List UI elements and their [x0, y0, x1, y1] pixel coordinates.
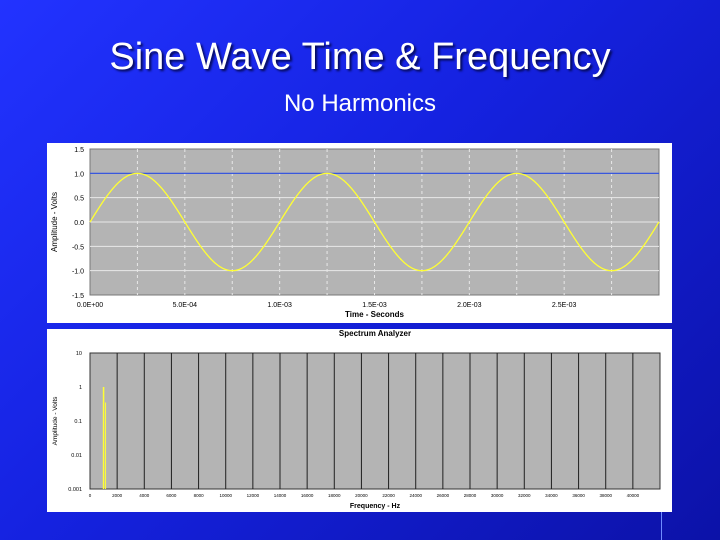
x-tick-label: 34000: [545, 493, 558, 498]
spectrum-analyzer-chart: Spectrum Analyzer 0 2000 4000 6000 8000 10000 1…: [52, 329, 661, 510]
y-tick-label: 0.1: [74, 419, 82, 425]
slide-subtitle: No Harmonics: [283, 90, 437, 117]
y-tick-label: 10: [76, 351, 82, 357]
spectrum-chart-panel: Spectrum Analyzer 0 2000 4000 6000 8000 10000 1…: [47, 329, 672, 512]
spectrum-title: Spectrum Analyzer: [339, 329, 411, 338]
x-tick-label: 40000: [627, 493, 640, 498]
x-tick-label: 0.0E+00: [77, 302, 103, 309]
x-tick-label: 26000: [437, 493, 450, 498]
x-tick-label: 2.0E-03: [457, 302, 482, 309]
x-tick-label: 1.5E-03: [362, 302, 387, 309]
x-tick-label: 0: [89, 493, 92, 498]
y-tick-label: 0.01: [71, 453, 82, 459]
decorative-line: [661, 512, 662, 540]
x-axis-label: Time - Seconds: [345, 310, 405, 319]
y-tick-label: -1.5: [72, 293, 84, 300]
y-axis-label: Amplitude - Volts: [52, 396, 59, 446]
y-axis-label: Amplitude - Volts: [50, 192, 59, 252]
y-tick-label: 1.0: [74, 171, 84, 178]
x-tick-label: 10000: [219, 493, 232, 498]
y-tick-label: 1: [79, 385, 82, 391]
slide-title: Sine Wave Time & Frequency: [109, 36, 611, 78]
x-tick-label: 28000: [464, 493, 477, 498]
x-tick-label: 6000: [166, 493, 177, 498]
x-tick-label: 5.0E-04: [173, 302, 198, 309]
x-tick-label: 8000: [194, 493, 205, 498]
time-domain-chart-panel: 1.5 1.0 0.5 0.0 -0.5 -1.0 -1.5 0.0E+00 5.0E-04 1.…: [47, 143, 672, 323]
x-axis-label: Frequency - Hz: [350, 503, 401, 510]
x-tick-label: 2000: [112, 493, 123, 498]
x-tick-label: 30000: [491, 493, 504, 498]
y-tick-label: -1.0: [72, 269, 84, 276]
sine-wave-line: [89, 172, 660, 272]
x-tick-label: 32000: [518, 493, 531, 498]
x-tick-label: 24000: [409, 493, 422, 498]
x-tick-label: 18000: [328, 493, 341, 498]
plot-area: [89, 352, 661, 490]
y-tick-label: 0.0: [74, 220, 84, 227]
y-tick-label: -0.5: [72, 244, 84, 251]
y-tick-label: 1.5: [74, 147, 84, 154]
x-tick-label: 12000: [247, 493, 260, 498]
y-tick-label: 0.001: [68, 487, 82, 493]
x-tick-label: 4000: [139, 493, 150, 498]
x-tick-label: 16000: [301, 493, 314, 498]
x-tick-label: 20000: [355, 493, 368, 498]
time-domain-chart: 1.5 1.0 0.5 0.0 -0.5 -1.0 -1.5 0.0E+00 5.0E-04 1.…: [50, 147, 660, 319]
x-tick-label: 14000: [274, 493, 287, 498]
x-tick-label: 38000: [599, 493, 612, 498]
x-tick-label: 2.5E-03: [552, 302, 577, 309]
x-tick-label: 22000: [382, 493, 395, 498]
x-tick-label: 1.0E-03: [267, 302, 292, 309]
y-tick-label: 0.5: [74, 196, 84, 203]
x-tick-label: 36000: [572, 493, 585, 498]
